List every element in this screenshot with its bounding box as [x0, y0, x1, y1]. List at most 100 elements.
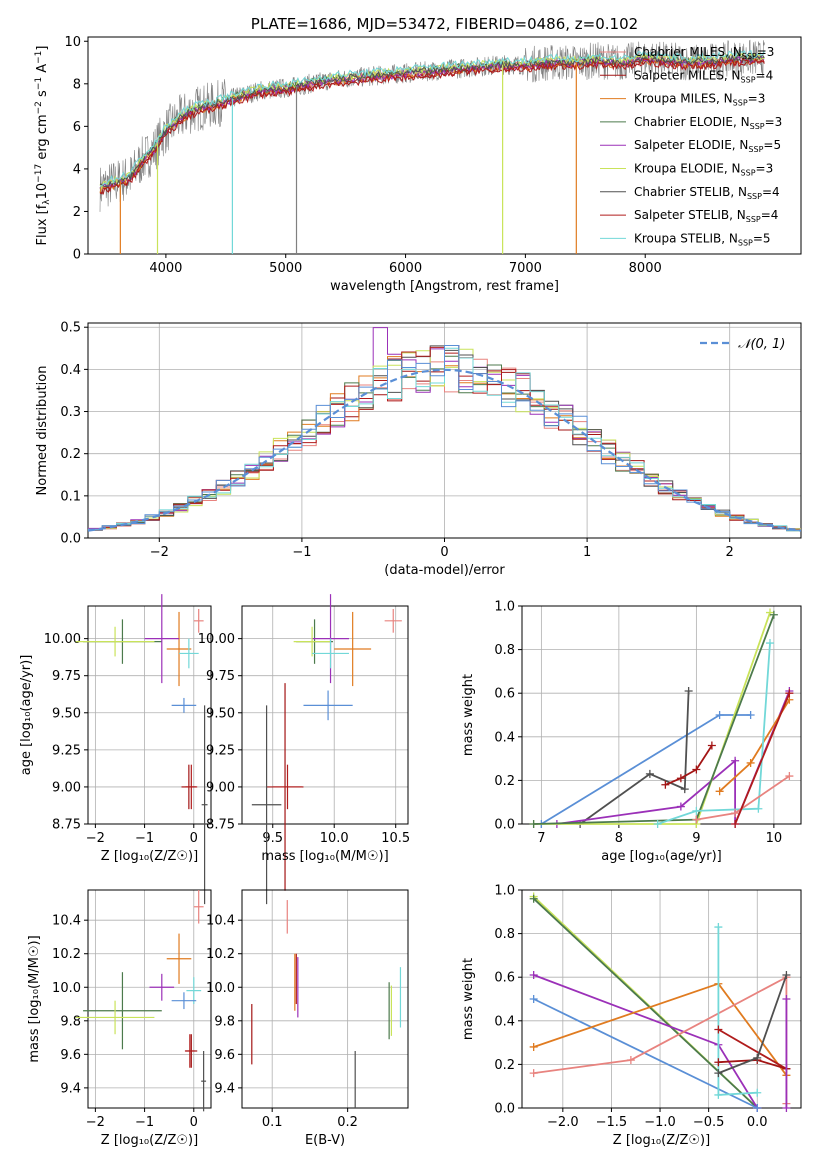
- y-tick-label: 8.75: [52, 818, 81, 833]
- weight-line-ChE: [533, 898, 758, 1109]
- y-tick-label: 0.6: [494, 687, 515, 702]
- y-tick-label: 0.0: [494, 1102, 515, 1117]
- y-tick-label: 9.6: [214, 1048, 235, 1063]
- weight-marker-KrS: [714, 1090, 723, 1099]
- y-tick-label: 10.4: [52, 914, 81, 929]
- weight-marker-KrS: [714, 923, 723, 932]
- weight-marker-ChS: [680, 785, 689, 794]
- weight-marker-ChM: [692, 815, 701, 824]
- weight-line-ChS: [718, 974, 788, 1074]
- weight-marker-ChM: [785, 772, 794, 781]
- weight-marker-ChS: [645, 769, 654, 778]
- weight-marker-ChE: [529, 820, 538, 828]
- axes-frame: [521, 889, 802, 1109]
- y-tick-label: 8: [73, 77, 81, 92]
- legend-entry-SaS: Salpeter STELIB, NSSP=4: [634, 208, 778, 224]
- x-axis-label: mass [log₁₀(M/M☉)]: [261, 849, 388, 864]
- weight-line-KrS: [657, 643, 771, 825]
- model-spectrum-SaE: [99, 54, 765, 189]
- y-axis-label: mass weight: [461, 674, 476, 756]
- y-tick-label: 9.4: [214, 1081, 235, 1096]
- normal-curve: [87, 368, 802, 532]
- weight-marker-gauss: [529, 995, 538, 1003]
- weight-marker-SaE: [782, 1104, 791, 1112]
- weight-marker-ChM: [731, 809, 740, 818]
- x-tick-label: 1: [583, 545, 591, 560]
- x-tick-label: 0.1: [262, 1115, 283, 1130]
- model-spectrum-SaS: [99, 57, 765, 195]
- y-axis-label: Flux [fλ10−17 erg cm−2 s−1 A−1]: [34, 46, 52, 246]
- weight-marker-SaM: [661, 780, 670, 789]
- x-tick-label: 0: [440, 545, 448, 560]
- weight-line-gauss: [533, 998, 758, 1109]
- x-tick-label: 0: [190, 1115, 198, 1130]
- weight-marker-SaS: [714, 1025, 723, 1034]
- y-tick-label: 9.8: [214, 1014, 235, 1029]
- weight-marker-SaE: [731, 756, 740, 765]
- y-axis-label: Normed distribution: [35, 366, 50, 496]
- axes-frame: [241, 889, 409, 1109]
- y-tick-label: 0.0: [60, 532, 81, 547]
- histogram-gauss: [88, 345, 801, 531]
- weight-marker-SaE: [782, 995, 791, 1003]
- y-axis-label: mass weight: [461, 958, 476, 1040]
- axes-frame: [87, 605, 212, 825]
- y-tick-label: 0.0: [494, 818, 515, 833]
- weight-marker-KrS: [766, 639, 774, 648]
- weight-marker-KrM: [715, 787, 724, 796]
- x-tick-label: 10: [766, 831, 783, 846]
- weight-marker-SaM: [692, 765, 701, 774]
- x-tick-label: −2: [86, 831, 105, 846]
- weight-marker-SaM: [676, 774, 685, 783]
- y-tick-label: 9.8: [60, 1014, 81, 1029]
- y-tick-label: 0.4: [494, 1014, 515, 1029]
- weight-line-SaS: [734, 692, 791, 825]
- y-tick-label: 10.2: [52, 947, 81, 962]
- y-tick-label: 10.0: [206, 981, 235, 996]
- y-tick-label: 9.6: [60, 1048, 81, 1063]
- y-tick-label: 2: [73, 205, 81, 220]
- x-axis-label: (data-model)/error: [384, 563, 505, 578]
- y-tick-label: 10.0: [52, 981, 81, 996]
- y-tick-label: 4: [73, 162, 81, 177]
- weight-marker-ChE: [769, 610, 778, 619]
- x-tick-label: 10.5: [381, 831, 410, 846]
- weight-marker-ChM: [529, 1069, 538, 1078]
- weight-marker-SaE: [676, 802, 685, 811]
- weight-line-gauss: [540, 714, 751, 825]
- weight-marker-gauss: [746, 711, 755, 719]
- weight-line-ChE: [533, 614, 775, 825]
- weight-marker-SaS: [785, 689, 794, 698]
- y-tick-label: 10.4: [206, 914, 235, 929]
- y-tick-label: 9.25: [206, 743, 235, 758]
- y-tick-label: 0.5: [60, 321, 81, 336]
- x-tick-label: 5000: [269, 261, 302, 276]
- weight-marker-KrS: [692, 806, 701, 815]
- x-tick-label: 0: [190, 831, 198, 846]
- weight-marker-ChS: [782, 971, 791, 980]
- y-tick-label: 0.3: [60, 405, 81, 420]
- x-tick-label: −1.0: [644, 1115, 676, 1130]
- x-tick-label: 4000: [149, 261, 182, 276]
- x-tick-label: 0.2: [337, 1115, 358, 1130]
- mass-vs-metallicity-panel: −2 −1 0 9.4 9.6 9.8 10.0 10.2 10.4 Z [log₁₀(Z/Z☉)…: [27, 889, 212, 1148]
- x-tick-label: 7: [537, 831, 545, 846]
- legend-entry-gauss: 𝒩(0, 1): [738, 337, 785, 352]
- x-tick-label: 2: [726, 545, 734, 560]
- legend-entry-KrE: Kroupa ELODIE, NSSP=3: [634, 162, 773, 178]
- weight-marker-SaE: [529, 971, 538, 980]
- x-tick-label: −1: [135, 831, 154, 846]
- axes-frame: [241, 605, 409, 825]
- weight-marker-SaS: [731, 820, 740, 828]
- legend-entry-ChM: Chabrier MILES, NSSP=3: [634, 45, 774, 61]
- y-tick-label: 0: [73, 248, 81, 263]
- weight-vs-metallicity-panel: −2.0 −1.5 −1.0 −0.5 0.0 0.0 0.2 0.4 0.6 0.8 1.0 Z […: [461, 884, 802, 1148]
- x-tick-label: 0.0: [747, 1115, 768, 1130]
- y-tick-label: 9.50: [206, 706, 235, 721]
- x-tick-label: 6000: [389, 261, 422, 276]
- weight-marker-ChS: [714, 1069, 723, 1078]
- x-axis-label: E(B-V): [305, 1133, 345, 1148]
- weight-marker-ChS: [684, 687, 693, 696]
- y-tick-label: 10.2: [206, 947, 235, 962]
- axes-frame: [87, 889, 212, 1109]
